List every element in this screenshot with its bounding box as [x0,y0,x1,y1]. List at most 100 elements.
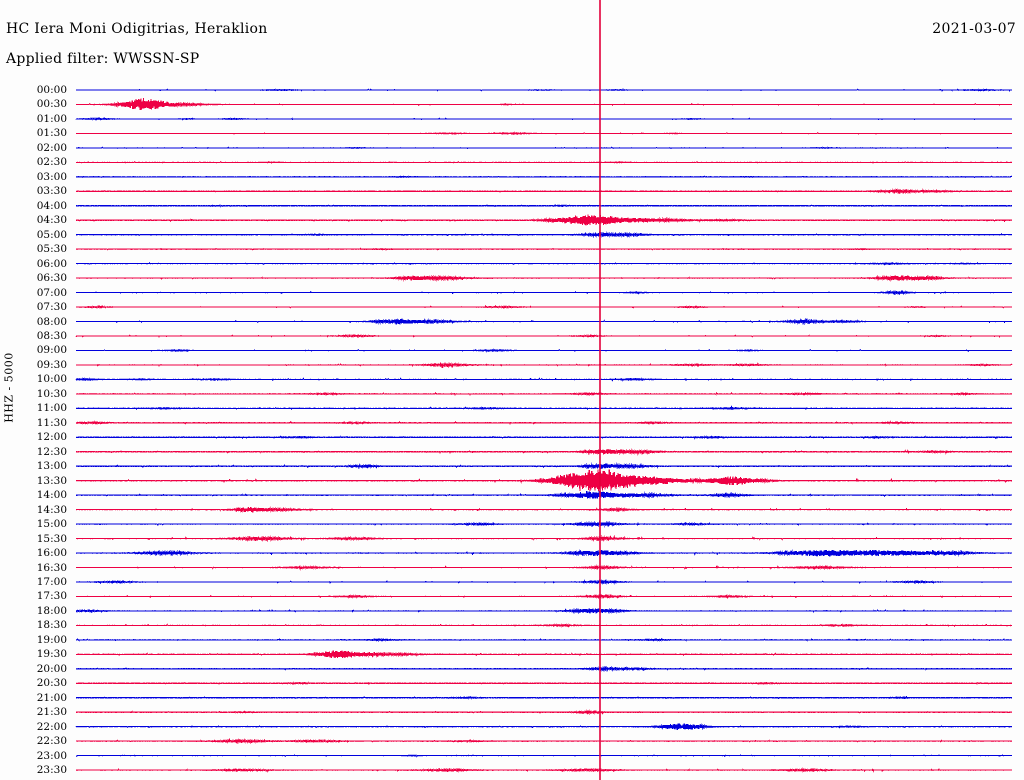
time-tick-label: 21:30 [36,706,67,719]
page-title: HC Iera Moni Odigitrias, Heraklion [6,21,268,37]
record-date: 2021-03-07 [932,21,1016,37]
seismic-trace [75,404,1013,411]
seismic-trace [75,534,1013,542]
time-tick-label: 11:00 [36,402,67,415]
seismic-trace [75,681,1013,685]
seismic-trace [75,623,1013,628]
seismic-trace [75,333,1013,339]
seismic-trace [75,650,1013,659]
time-tick-label: 13:30 [36,474,67,487]
time-tick-label: 05:30 [36,243,67,256]
time-tick-label: 10:00 [36,373,67,386]
seismic-trace [75,230,1013,239]
time-tick-label: 01:30 [36,127,67,140]
seismic-trace [75,754,1013,758]
seismic-trace [75,490,1013,499]
time-tick-label: 11:30 [36,416,67,429]
seismic-trace [75,448,1013,456]
time-tick-label: 02:30 [36,156,67,169]
seismic-trace [75,274,1013,282]
time-tick-label: 08:00 [36,315,67,328]
seismic-trace [75,462,1013,470]
time-tick-label: 09:00 [36,344,67,357]
seismic-trace [75,723,1013,731]
seismic-trace [75,665,1013,673]
seismic-trace [75,435,1013,440]
time-tick-label: 15:00 [36,518,67,531]
seismic-trace [75,391,1013,397]
time-tick-label: 20:00 [36,662,67,675]
time-tick-label: 23:30 [36,764,67,777]
seismic-trace [75,214,1013,226]
time-tick-label: 15:30 [36,532,67,545]
time-tick-label: 22:30 [36,735,67,748]
seismic-trace [75,175,1013,179]
time-tick-label: 17:00 [36,575,67,588]
seismic-trace [75,304,1013,309]
applied-filter-label: Applied filter: WWSSN-SP [6,51,200,67]
seismic-trace [75,98,1013,111]
time-tick-label: 00:30 [36,98,67,111]
seismic-trace [75,469,1013,492]
time-tick-label: 17:30 [36,590,67,603]
seismic-trace [75,377,1013,382]
seismic-trace [75,520,1013,528]
time-tick-label: 06:30 [36,272,67,285]
seismic-trace [75,188,1013,195]
seismic-trace [75,695,1013,700]
seismic-trace [75,709,1013,716]
time-tick-label: 16:30 [36,561,67,574]
time-tick-label: 20:30 [36,677,67,690]
seismic-trace [75,161,1013,164]
seismic-trace [75,131,1013,136]
time-tick-label: 07:00 [36,286,67,299]
seismic-trace [75,549,1013,557]
time-tick-label: 14:30 [36,503,67,516]
time-tick-label: 23:00 [36,749,67,762]
seismic-trace [75,317,1013,325]
seismic-trace [75,289,1013,296]
time-tick-label: 08:30 [36,329,67,342]
time-tick-label: 18:30 [36,619,67,632]
seismic-trace [75,593,1013,600]
time-tick-label: 19:00 [36,633,67,646]
time-tick-label: 06:00 [36,257,67,270]
seismic-trace [75,607,1013,615]
time-tick-label: 12:30 [36,445,67,458]
time-tick-label: 04:00 [36,199,67,212]
seismic-trace [75,204,1013,208]
seismic-trace [75,361,1013,369]
seismic-trace [75,578,1013,586]
time-tick-label: 02:00 [36,141,67,154]
seismic-trace [75,737,1013,744]
seismic-trace [75,637,1013,642]
seismic-trace [75,261,1013,266]
time-tick-label: 12:00 [36,431,67,444]
time-tick-label: 00:00 [36,84,67,96]
seismic-trace [75,88,1013,92]
seismic-trace [75,247,1013,251]
seismic-trace [75,506,1013,513]
seismic-trace [75,767,1013,773]
time-tick-label: 03:00 [36,170,67,183]
time-tick-label: 04:30 [36,214,67,227]
seismic-trace [75,420,1013,426]
time-tick-label: 22:00 [36,720,67,733]
seismic-trace [75,146,1013,150]
time-tick-label: 01:00 [36,112,67,125]
time-tick-label: 19:30 [36,648,67,661]
time-tick-label: 21:00 [36,691,67,704]
seismic-trace [75,348,1013,353]
time-tick-label: 10:30 [36,387,67,400]
time-tick-label: 13:00 [36,460,67,473]
time-tick-label: 09:30 [36,358,67,371]
time-tick-label: 07:30 [36,301,67,314]
seismic-trace [75,116,1013,121]
time-tick-label: 03:30 [36,185,67,198]
seismic-trace [75,564,1013,571]
time-tick-label: 16:00 [36,547,67,560]
time-tick-label: 05:00 [36,228,67,241]
time-tick-label: 18:00 [36,604,67,617]
